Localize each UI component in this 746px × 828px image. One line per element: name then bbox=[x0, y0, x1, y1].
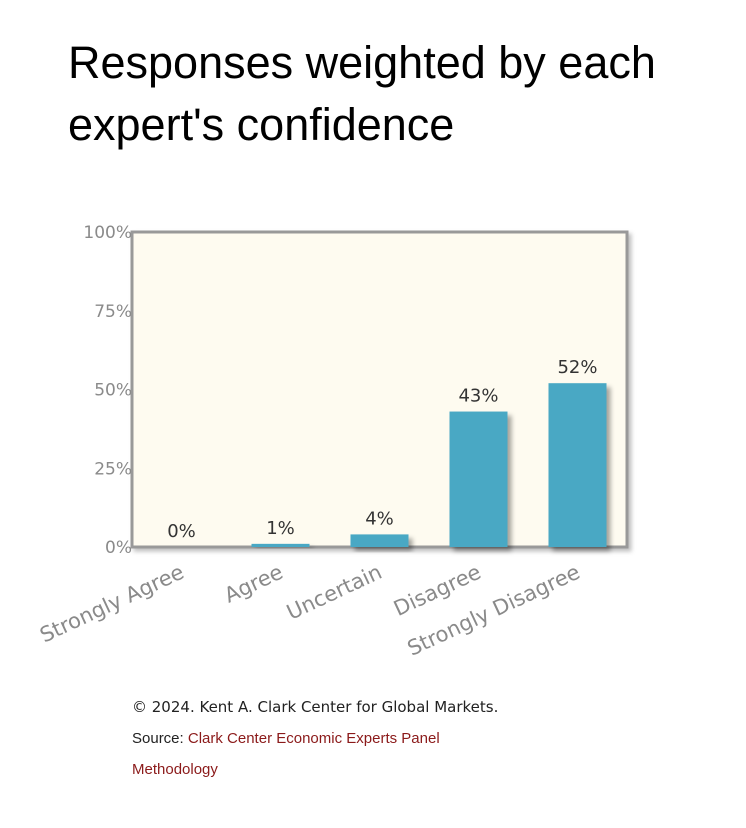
value-label: 4% bbox=[365, 508, 394, 529]
value-label: 43% bbox=[458, 386, 498, 407]
value-label: 0% bbox=[167, 521, 196, 542]
y-tick-label: 100% bbox=[83, 223, 132, 243]
bar bbox=[449, 411, 508, 547]
value-label: 1% bbox=[266, 518, 295, 539]
y-tick-label: 50% bbox=[94, 381, 132, 401]
x-tick-label: Uncertain bbox=[283, 560, 386, 625]
source-prefix: Source: bbox=[132, 730, 188, 747]
value-label: 52% bbox=[557, 357, 597, 378]
source-line: Source: Clark Center Economic Experts Pa… bbox=[132, 730, 440, 747]
copyright-text: © 2024. Kent A. Clark Center for Global … bbox=[132, 698, 499, 716]
x-tick-label: Strongly Disagree bbox=[404, 560, 584, 661]
methodology-line: Methodology bbox=[132, 761, 218, 778]
y-axis: 0% 25% 50% 75% 100% bbox=[83, 223, 132, 558]
methodology-link[interactable]: Methodology bbox=[132, 761, 218, 778]
bar bbox=[350, 534, 409, 547]
bar bbox=[251, 543, 310, 547]
bar bbox=[548, 383, 607, 547]
x-tick-label: Agree bbox=[221, 560, 287, 608]
chart-title: Responses weighted by each expert's conf… bbox=[68, 37, 656, 150]
bar-chart: 0% 25% 50% 75% 100% 0% 1% 4% 43% 52% Strongly Ag… bbox=[36, 223, 629, 661]
bars-group bbox=[251, 383, 607, 547]
plot-area bbox=[130, 230, 629, 549]
x-tick-label: Strongly Agree bbox=[36, 560, 187, 648]
y-tick-label: 0% bbox=[105, 538, 132, 558]
source-link[interactable]: Clark Center Economic Experts Panel bbox=[187, 730, 440, 747]
y-tick-label: 25% bbox=[94, 459, 132, 479]
value-labels-group: 0% 1% 4% 43% 52% bbox=[167, 357, 597, 542]
y-tick-label: 75% bbox=[94, 302, 132, 322]
